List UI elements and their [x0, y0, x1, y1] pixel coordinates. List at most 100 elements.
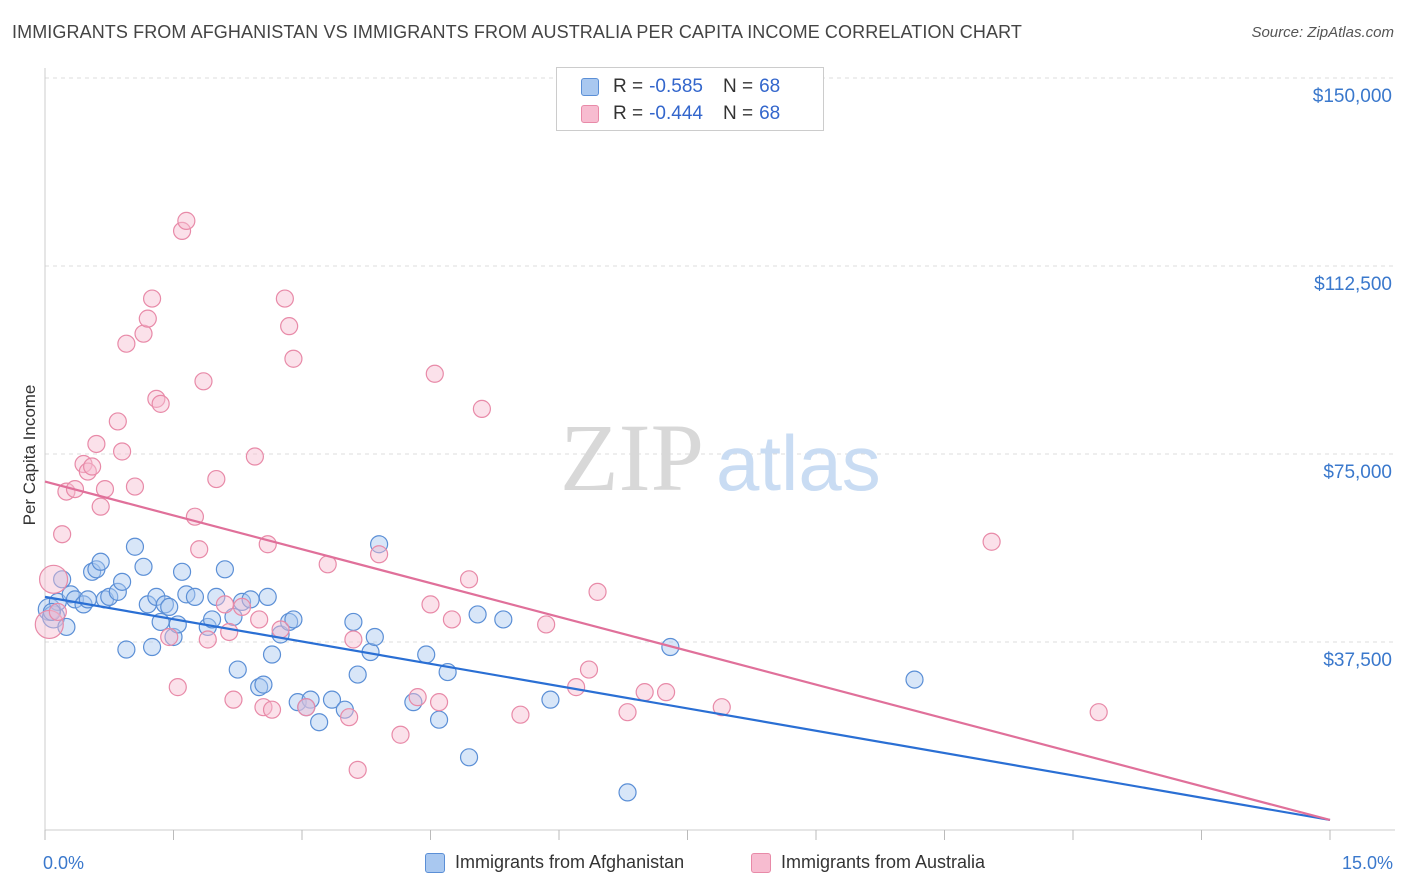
- australia-point: [250, 610, 269, 629]
- bottom-legend-label-afghanistan: Immigrants from Afghanistan: [455, 852, 685, 872]
- afghanistan-point: [100, 587, 119, 606]
- legend-row-australia: R = -0.444 N = 68: [581, 102, 780, 126]
- legend-n-value: 68: [759, 76, 781, 97]
- y-tick-label: $75,000: [1323, 462, 1392, 483]
- legend-row-afghanistan: R = -0.585 N = 68: [581, 75, 780, 99]
- chart-title: IMMIGRANTS FROM AFGHANISTAN VS IMMIGRANT…: [12, 22, 1022, 42]
- source-label: Source: ZipAtlas.com: [1251, 24, 1394, 41]
- afghanistan-point: [417, 645, 436, 664]
- australia-point: [177, 211, 196, 230]
- australia-point: [207, 469, 226, 489]
- australia-point: [220, 622, 239, 642]
- afghanistan-point: [905, 670, 924, 689]
- australia-point: [459, 570, 479, 589]
- afghanistan-point: [185, 587, 205, 606]
- y-tick-labels: $37,500 $75,000 $112,500 $150,000: [1313, 86, 1392, 671]
- australia-point: [151, 394, 170, 413]
- australia-point: [48, 602, 67, 622]
- y-tick-label: $112,500: [1314, 274, 1392, 295]
- australia-point: [348, 760, 367, 779]
- australia-point: [245, 447, 264, 466]
- australia-point: [982, 532, 1001, 551]
- australia-point: [172, 221, 192, 241]
- australia-point: [472, 399, 491, 418]
- afghanistan-point: [322, 690, 342, 709]
- australia-point: [83, 457, 102, 476]
- afghanistan-point: [365, 627, 384, 647]
- y-tick-label: $37,500: [1323, 650, 1392, 671]
- australia-point: [391, 725, 410, 744]
- afghanistan-point: [494, 610, 513, 629]
- australia-point: [53, 525, 72, 544]
- australia-point: [38, 564, 69, 594]
- legend-n-value: 68: [759, 103, 781, 124]
- australia-point: [142, 289, 162, 308]
- legend-swatch-australia: [581, 105, 599, 123]
- afghanistan-point: [254, 675, 273, 694]
- grid-lines: [45, 77, 1395, 643]
- australia-point: [579, 660, 599, 679]
- afghanistan-point: [91, 552, 110, 571]
- australia-point: [194, 372, 213, 391]
- australia-point: [344, 630, 363, 649]
- trend-lines: [44, 480, 1331, 822]
- australia-point: [635, 683, 654, 702]
- afghanistan-point: [112, 572, 132, 591]
- legend-n-label: N =: [722, 76, 754, 97]
- y-tick-label: $150,000: [1313, 86, 1392, 107]
- afghanistan-point: [125, 537, 145, 556]
- legend-r-label: R =: [613, 103, 644, 124]
- afghanistan-point: [429, 710, 449, 729]
- australia-point: [429, 693, 449, 712]
- australia-point: [1089, 703, 1108, 722]
- australia-point: [588, 582, 607, 601]
- australia-point: [408, 688, 427, 707]
- australia-point: [108, 412, 127, 431]
- australia-point: [112, 442, 132, 461]
- afghanistan-point: [370, 535, 389, 554]
- bottom-legend-swatch-australia: [751, 852, 771, 873]
- australia-point: [425, 364, 444, 383]
- afghanistan-point: [262, 645, 282, 664]
- australia-point: [125, 477, 145, 496]
- x-tick-label-max: 15.0%: [1342, 853, 1393, 873]
- australia-point: [442, 610, 462, 629]
- bottom-legend-label-australia: Immigrants from Australia: [781, 852, 986, 872]
- legend-r-value: -0.444: [649, 103, 703, 124]
- series-australia-points: [34, 211, 1108, 779]
- x-tick-labels: 0.0% 15.0%: [43, 853, 1393, 873]
- legend-r-value: -0.585: [649, 76, 703, 97]
- australia-point: [224, 690, 243, 709]
- australia-point: [190, 540, 209, 559]
- x-tick-label-min: 0.0%: [43, 853, 84, 873]
- australia-point: [198, 630, 217, 649]
- australia-point: [656, 683, 676, 702]
- australia-point: [232, 597, 252, 617]
- afghanistan-point: [117, 640, 136, 659]
- correlation-legend: R = -0.585 N = 68 R = -0.444 N = 68: [556, 67, 824, 131]
- australia-point: [618, 703, 637, 722]
- trend-line-australia: [44, 480, 1331, 822]
- series-afghanistan-points: [37, 535, 924, 802]
- australia-point: [537, 615, 556, 634]
- australia-point: [138, 309, 157, 328]
- trend-line-afghanistan: [44, 595, 1331, 822]
- afghanistan-point: [134, 557, 153, 576]
- watermark: ZIP atlas: [560, 404, 881, 511]
- afghanistan-point: [310, 713, 329, 732]
- australia-point: [370, 545, 389, 564]
- australia-point: [340, 708, 359, 727]
- australia-point: [87, 434, 106, 454]
- australia-point: [117, 334, 136, 353]
- afghanistan-point: [541, 690, 560, 709]
- australia-point: [284, 349, 303, 368]
- australia-point: [91, 497, 110, 516]
- afghanistan-point: [468, 605, 487, 624]
- australia-point: [712, 698, 731, 717]
- afghanistan-point: [258, 587, 277, 606]
- afghanistan-point: [284, 610, 303, 629]
- afghanistan-point: [202, 610, 222, 629]
- afghanistan-point: [108, 582, 127, 601]
- australia-point: [511, 705, 530, 724]
- watermark-atlas: atlas: [716, 419, 881, 507]
